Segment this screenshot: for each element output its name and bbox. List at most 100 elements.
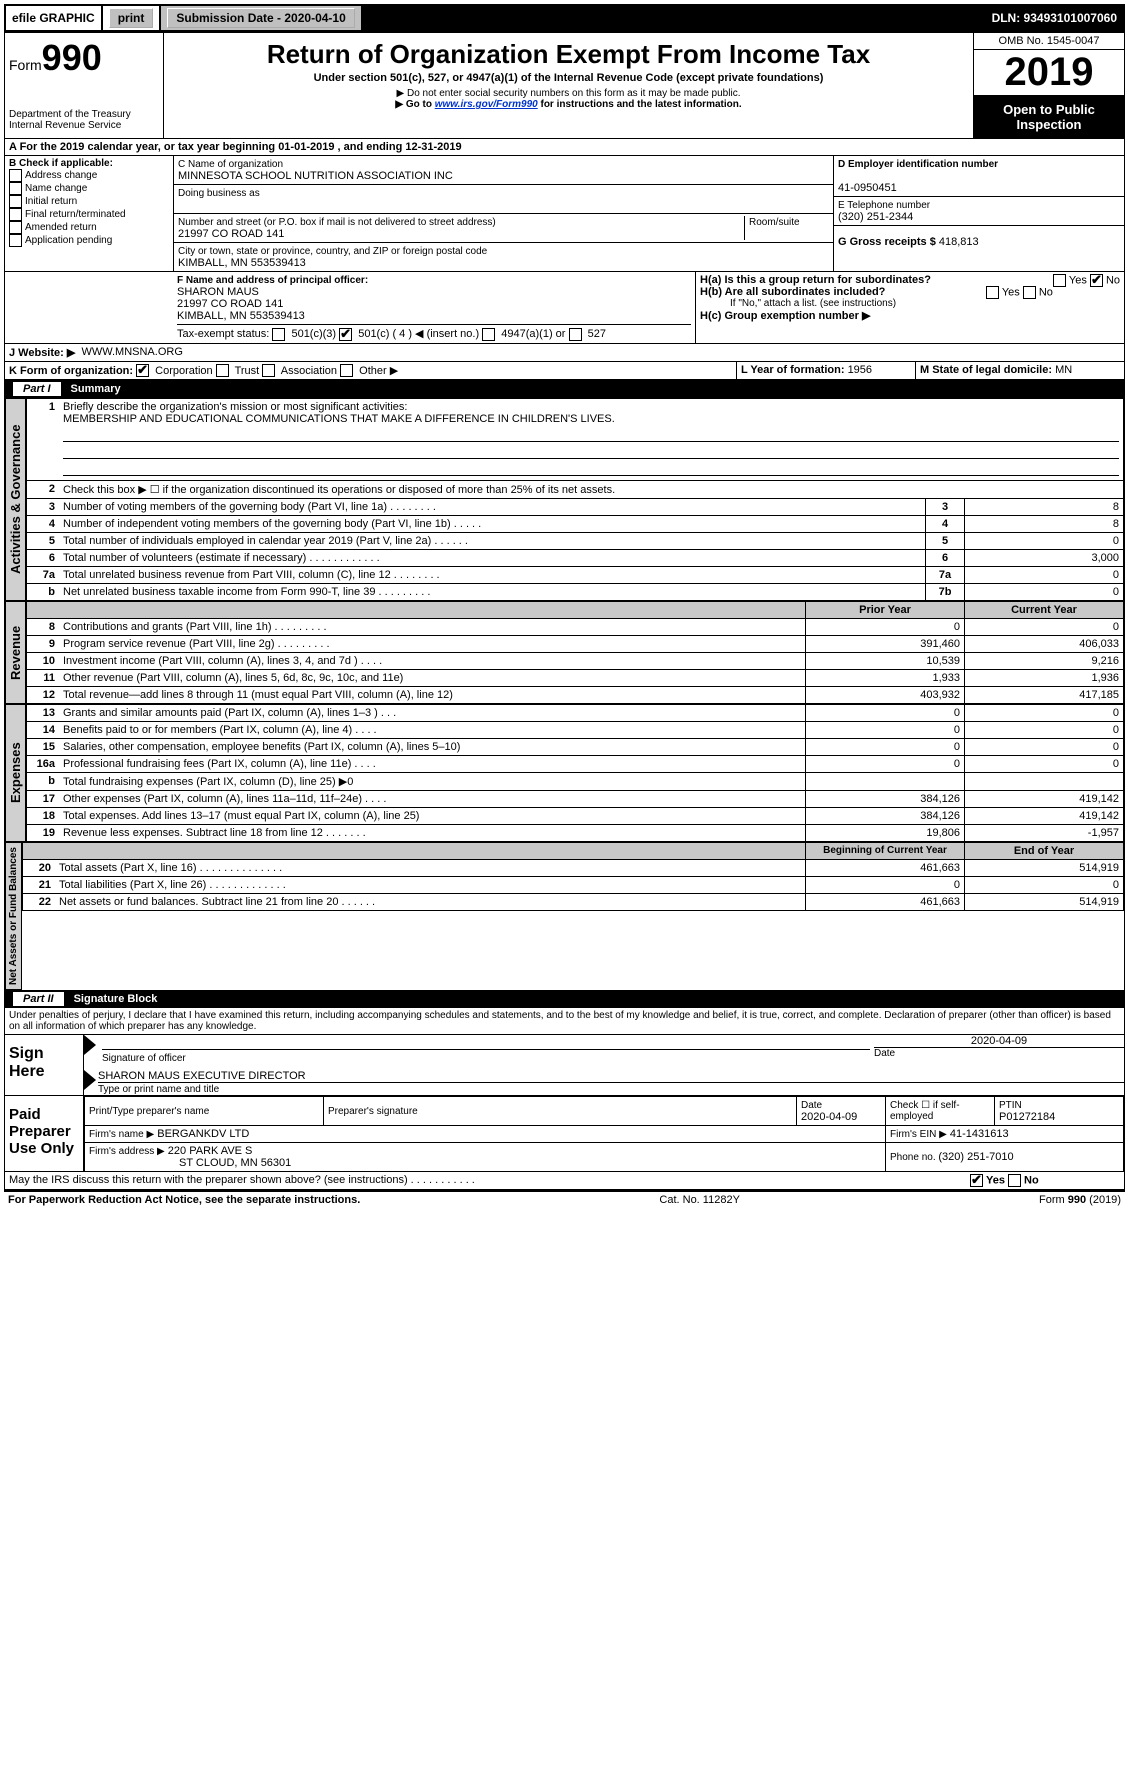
dept-treasury: Department of the Treasury xyxy=(9,109,159,120)
firm-name: BERGANKDV LTD xyxy=(157,1128,249,1140)
check-discuss-no[interactable] xyxy=(1008,1174,1021,1187)
footer: For Paperwork Reduction Act Notice, see … xyxy=(4,1191,1125,1208)
org-name: MINNESOTA SCHOOL NUTRITION ASSOCIATION I… xyxy=(178,170,453,182)
dln-label: DLN: 93493101007060 xyxy=(986,6,1123,30)
check-app-pending[interactable] xyxy=(9,234,22,247)
check-501c[interactable] xyxy=(339,328,352,341)
paid-prep-label: Paid Preparer Use Only xyxy=(5,1096,84,1171)
check-initial-return[interactable] xyxy=(9,195,22,208)
line1-label: Briefly describe the organization's miss… xyxy=(63,401,407,413)
discuss-row: May the IRS discuss this return with the… xyxy=(5,1172,1124,1190)
check-name-change[interactable] xyxy=(9,182,22,195)
check-hb-yes[interactable] xyxy=(986,286,999,299)
check-ha-no[interactable] xyxy=(1090,274,1103,287)
i-label: Tax-exempt status: xyxy=(177,328,269,340)
part2-header: Part II Signature Block xyxy=(5,990,1124,1008)
check-address-change[interactable] xyxy=(9,169,22,182)
hc-label: H(c) Group exemption number ▶ xyxy=(700,310,870,322)
part1-header: Part I Summary xyxy=(5,380,1124,398)
form-header: Form990 Department of the Treasury Inter… xyxy=(5,33,1124,139)
website: WWW.MNSNA.ORG xyxy=(81,346,182,359)
check-501c3[interactable] xyxy=(272,328,285,341)
hb-label: H(b) Are all subordinates included? xyxy=(700,286,885,298)
gross-receipts: 418,813 xyxy=(939,236,979,248)
col-end: End of Year xyxy=(965,843,1124,860)
check-hb-no[interactable] xyxy=(1023,286,1036,299)
ein: 41-0950451 xyxy=(838,182,897,194)
ssn-note: ▶ Do not enter social security numbers o… xyxy=(172,88,965,99)
check-527[interactable] xyxy=(569,328,582,341)
check-other[interactable] xyxy=(340,364,353,377)
goto-note: ▶ Go to www.irs.gov/Form990 for instruct… xyxy=(172,99,965,110)
self-employed-check[interactable]: Check ☐ if self-employed xyxy=(886,1097,995,1126)
col-current: Current Year xyxy=(965,602,1124,619)
line2: Check this box ▶ ☐ if the organization d… xyxy=(59,481,1124,499)
tab-expenses: Expenses xyxy=(5,704,26,842)
section-klm: K Form of organization: Corporation Trus… xyxy=(5,362,1124,381)
g-receipts-label: G Gross receipts $ xyxy=(838,236,939,248)
top-bar: efile GRAPHIC print Submission Date - 20… xyxy=(4,4,1125,32)
public-inspection: Open to Public Inspection xyxy=(974,96,1124,138)
check-trust[interactable] xyxy=(216,364,229,377)
room-label: Room/suite xyxy=(749,217,800,228)
tax-year: 2019 xyxy=(974,50,1124,96)
firm-ein: 41-1431613 xyxy=(950,1128,1009,1140)
firm-phone: (320) 251-7010 xyxy=(938,1151,1013,1163)
mission: MEMBERSHIP AND EDUCATIONAL COMMUNICATION… xyxy=(63,413,615,425)
print-button[interactable]: print xyxy=(103,6,162,30)
submission-date: Submission Date - 2020-04-10 xyxy=(161,6,362,30)
sign-here-label: Sign Here xyxy=(5,1035,84,1095)
f-label: F Name and address of principal officer: xyxy=(177,275,368,286)
city-label: City or town, state or province, country… xyxy=(178,246,487,257)
tab-governance: Activities & Governance xyxy=(5,398,26,601)
form990-link[interactable]: www.irs.gov/Form990 xyxy=(435,99,538,110)
col-begin: Beginning of Current Year xyxy=(806,843,965,860)
efile-label: efile GRAPHIC xyxy=(6,6,103,30)
check-final-return[interactable] xyxy=(9,208,22,221)
check-amended[interactable] xyxy=(9,221,22,234)
d-ein-label: D Employer identification number xyxy=(838,159,998,170)
form-ref: Form 990 (2019) xyxy=(1039,1194,1121,1206)
check-discuss-yes[interactable] xyxy=(970,1174,983,1187)
b-label: B Check if applicable: xyxy=(9,158,113,169)
part1-body: Activities & Governance 1 Briefly descri… xyxy=(5,398,1124,601)
cat-no: Cat. No. 11282Y xyxy=(659,1194,740,1206)
l-label: L Year of formation: xyxy=(741,364,848,376)
form-title: Return of Organization Exempt From Incom… xyxy=(172,39,965,70)
section-j: J Website: ▶ WWW.MNSNA.ORG xyxy=(5,344,1124,362)
arrow-icon xyxy=(84,1070,96,1090)
sign-here-section: Sign Here Signature of officer 2020-04-0… xyxy=(5,1035,1124,1096)
firm-addr2: ST CLOUD, MN 56301 xyxy=(89,1157,291,1169)
street-address: 21997 CO ROAD 141 xyxy=(178,228,284,240)
tab-net-assets: Net Assets or Fund Balances xyxy=(5,842,22,990)
ptin: P01272184 xyxy=(999,1111,1055,1123)
irs-label: Internal Revenue Service xyxy=(9,120,159,131)
section-bcd: B Check if applicable: Address change Na… xyxy=(5,156,1124,272)
officer-name: SHARON MAUS xyxy=(177,286,259,298)
prep-date: 2020-04-09 xyxy=(801,1111,857,1123)
phone: (320) 251-2344 xyxy=(838,211,913,223)
hb-note: If "No," attach a list. (see instruction… xyxy=(700,298,1120,309)
c-name-label: C Name of organization xyxy=(178,159,283,170)
tab-revenue: Revenue xyxy=(5,601,26,704)
check-corp[interactable] xyxy=(136,364,149,377)
addr-label: Number and street (or P.O. box if mail i… xyxy=(178,217,496,228)
year-formation: 1956 xyxy=(848,364,872,376)
form-number: Form990 xyxy=(9,37,159,79)
omb-number: OMB No. 1545-0047 xyxy=(974,33,1124,50)
check-assoc[interactable] xyxy=(262,364,275,377)
perjury-statement: Under penalties of perjury, I declare th… xyxy=(5,1008,1124,1035)
ha-label: H(a) Is this a group return for subordin… xyxy=(700,274,931,286)
form-container: Form990 Department of the Treasury Inter… xyxy=(4,32,1125,1191)
paperwork-notice: For Paperwork Reduction Act Notice, see … xyxy=(8,1194,360,1206)
col-prior: Prior Year xyxy=(806,602,965,619)
officer-addr1: 21997 CO ROAD 141 xyxy=(177,298,283,310)
j-label: J Website: ▶ xyxy=(9,346,75,359)
firm-addr1: 220 PARK AVE S xyxy=(168,1145,253,1157)
dba-label: Doing business as xyxy=(178,188,260,199)
officer-addr2: KIMBALL, MN 553539413 xyxy=(177,310,305,322)
check-ha-yes[interactable] xyxy=(1053,274,1066,287)
m-label: M State of legal domicile: xyxy=(920,364,1055,376)
section-fh: F Name and address of principal officer:… xyxy=(5,272,1124,344)
check-4947[interactable] xyxy=(482,328,495,341)
